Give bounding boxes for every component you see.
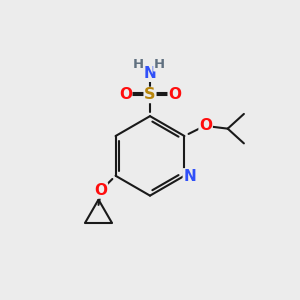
Text: O: O <box>199 118 212 133</box>
Text: H: H <box>154 58 165 71</box>
Text: O: O <box>119 87 132 102</box>
Text: N: N <box>183 169 196 184</box>
Text: H: H <box>133 58 144 71</box>
Text: N: N <box>144 66 156 81</box>
Text: S: S <box>144 87 156 102</box>
Text: O: O <box>94 183 107 198</box>
Text: O: O <box>168 87 181 102</box>
